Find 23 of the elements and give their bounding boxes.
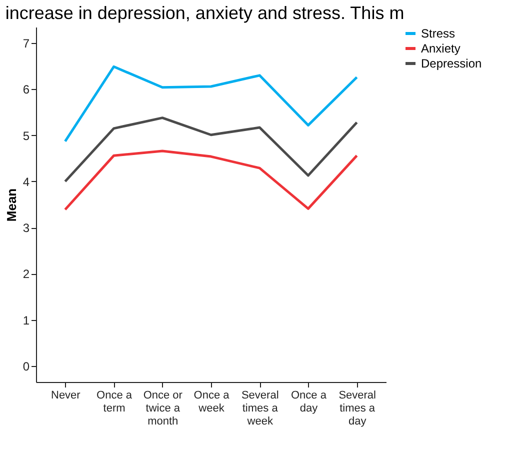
y-tick-label: 6 <box>22 82 30 97</box>
legend-label: Depression <box>421 56 482 70</box>
y-axis-title: Mean <box>4 188 19 222</box>
x-tick-label: Several times a week <box>241 390 279 428</box>
x-tick-label: Once or twice a month <box>143 390 183 428</box>
y-tick-label: 1 <box>22 313 30 328</box>
chart-title: increase in depression, anxiety and stress. This m <box>5 3 404 23</box>
y-tick-label: 3 <box>22 221 30 236</box>
y-tick-label: 5 <box>22 128 30 143</box>
x-tick-label: Once a week <box>194 390 230 414</box>
line-series <box>64 65 358 143</box>
x-tick-label: Once a day <box>290 390 328 414</box>
x-tick-label: Several times a day <box>338 390 376 428</box>
legend-label: Stress <box>421 26 456 40</box>
y-tick-label: 4 <box>22 174 30 189</box>
x-tick-label: Never <box>50 390 81 402</box>
legend-label: Anxiety <box>421 42 460 56</box>
y-tick-label: 7 <box>22 36 30 51</box>
line-series <box>64 150 358 211</box>
y-tick-label: 0 <box>22 359 30 374</box>
y-tick-label: 2 <box>22 267 30 282</box>
line-series <box>64 116 358 183</box>
x-tick-label: Once a term <box>96 390 133 414</box>
